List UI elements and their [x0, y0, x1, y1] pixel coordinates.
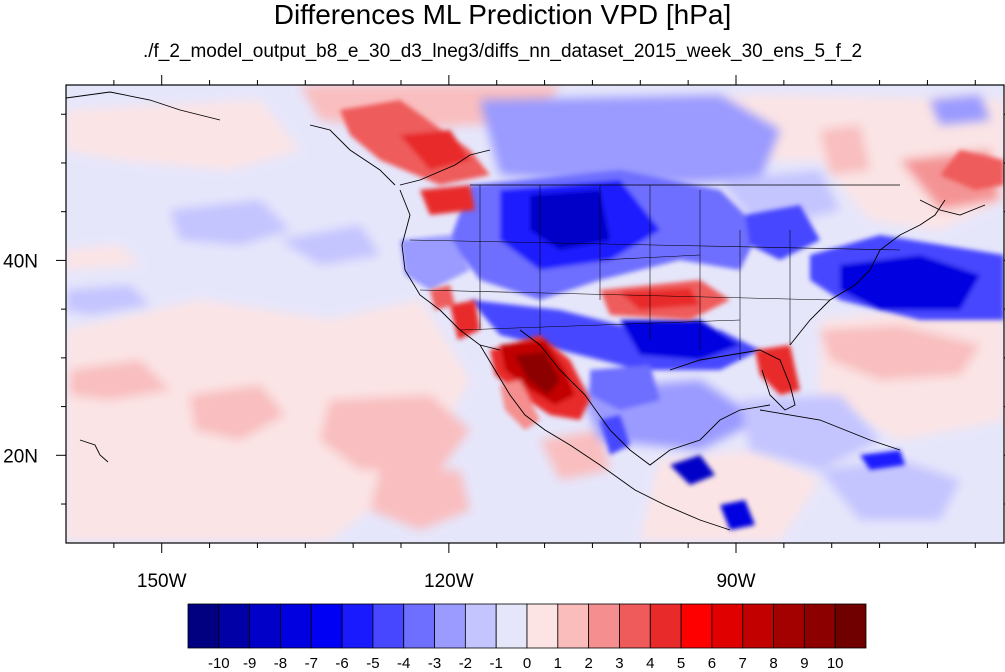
vpd-difference-field — [66, 85, 1004, 543]
colorbar-label: 5 — [677, 655, 685, 672]
colorbar-label: -5 — [366, 655, 379, 672]
colorbar-swatch — [495, 603, 528, 649]
map-title: Differences ML Prediction VPD [hPa] — [273, 0, 732, 30]
colorbar-swatch — [403, 603, 435, 649]
y-tick-label: 20N — [3, 446, 38, 467]
colorbar: -10 -9 -8 -7 -6 -5 -4 -3 -2 -1 0 1 2 3 4 5 6 7 8 9 10 — [187, 603, 867, 672]
x-tick-label: 120W — [424, 571, 474, 592]
colorbar-label: -6 — [335, 655, 348, 672]
colorbar-swatch — [434, 603, 466, 649]
colorbar-label: -1 — [490, 655, 503, 672]
colorbar-swatch — [742, 603, 774, 649]
colorbar-swatch — [711, 603, 744, 649]
colorbar-label: 9 — [800, 655, 808, 672]
x-tick-label: 150W — [137, 571, 187, 592]
colorbar-swatch — [310, 603, 343, 649]
colorbar-label: 3 — [615, 655, 623, 672]
colorbar-swatch — [187, 603, 220, 649]
coastlines — [66, 91, 986, 531]
axis-labels: 150W 120W 90W 40N 20N — [3, 251, 755, 592]
colorbar-swatch — [773, 603, 805, 649]
colorbar-swatch — [588, 603, 620, 649]
colorbar-label: 6 — [708, 655, 716, 672]
colorbar-swatch — [526, 603, 559, 649]
colorbar-label: 7 — [739, 655, 747, 672]
colorbar-label: -4 — [397, 655, 410, 672]
colorbar-swatch — [249, 603, 281, 649]
colorbar-swatch — [372, 603, 405, 649]
colorbar-swatch — [649, 603, 682, 649]
colorbar-label: 8 — [769, 655, 777, 672]
colorbar-label: -9 — [243, 655, 256, 672]
colorbar-label: -2 — [459, 655, 472, 672]
colorbar-swatch — [557, 603, 590, 649]
plot-frame — [65, 84, 1005, 544]
colorbar-swatch — [619, 603, 651, 649]
colorbar-swatch — [218, 603, 251, 649]
axis-ticks — [56, 75, 1005, 553]
colorbar-label: -8 — [274, 655, 287, 672]
colorbar-label: -3 — [428, 655, 441, 672]
colorbar-swatch — [341, 603, 374, 649]
y-tick-label: 40N — [3, 251, 38, 272]
map-subtitle: ./f_2_model_output_b8_e_30_d3_lneg3/diff… — [142, 41, 863, 62]
colorbar-swatch — [834, 603, 867, 649]
colorbar-label: -7 — [305, 655, 318, 672]
colorbar-label: 2 — [584, 655, 592, 672]
colorbar-swatch — [280, 603, 312, 649]
colorbar-swatch — [464, 603, 497, 649]
colorbar-swatch — [803, 603, 836, 649]
state-borders — [409, 185, 901, 360]
colorbar-label: -10 — [208, 655, 230, 672]
colorbar-swatch — [680, 603, 713, 649]
colorbar-label: 4 — [646, 655, 654, 672]
colorbar-label: 1 — [554, 655, 562, 672]
x-tick-label: 90W — [716, 571, 755, 592]
colorbar-label: 10 — [827, 655, 844, 672]
colorbar-label: 0 — [523, 655, 531, 672]
